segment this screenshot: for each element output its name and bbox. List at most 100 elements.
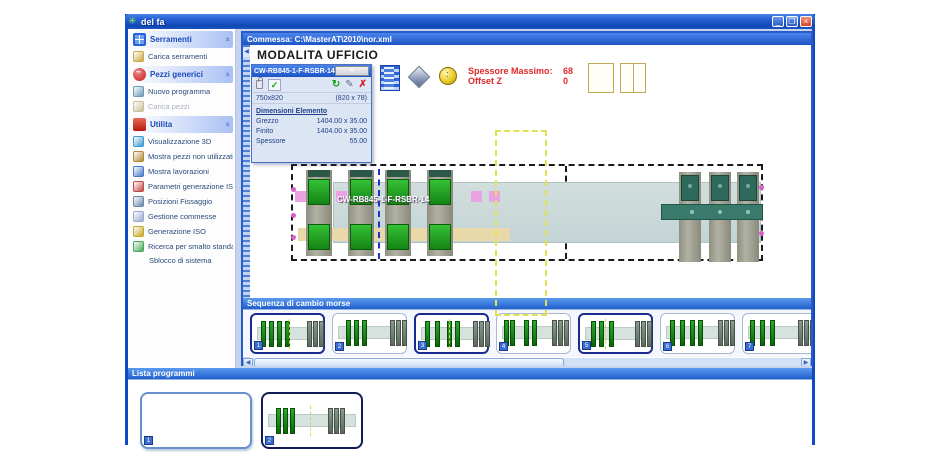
- sequence-scrollbar[interactable]: ◀ ▶: [243, 358, 811, 366]
- sphere-icon[interactable]: [439, 67, 457, 85]
- clamp-column[interactable]: [306, 170, 332, 256]
- element-dialog: CW-RB845-1-F-RSBR-14 × ✓ ↻ ✎ ✗ 750x820: [251, 64, 372, 163]
- document-window: Commessa: C:\MasterAT\2010\nor.xml ◀ MOD…: [241, 31, 813, 366]
- mini-workpiece-preview: [583, 319, 652, 349]
- view-3d-diamond-icon[interactable]: [407, 65, 431, 89]
- sequence-thumbnail-1[interactable]: 1: [250, 313, 325, 354]
- reference-dot: [291, 187, 296, 192]
- sequence-thumbnail-7[interactable]: 7: [742, 313, 811, 354]
- program-card-2[interactable]: 2: [261, 392, 363, 449]
- mini-workpiece-preview: [419, 319, 490, 349]
- orders-icon: [133, 211, 144, 222]
- sidebar-item-label: Gestione commesse: [148, 212, 217, 221]
- restore-button[interactable]: ❐: [786, 16, 798, 27]
- dialog-close-icon[interactable]: ×: [334, 66, 369, 76]
- sequence-thumbnail-4[interactable]: 4: [496, 313, 571, 354]
- mini-workpiece-preview: [746, 318, 811, 348]
- sidebar-item-label: Mostra pezzi non utilizzati: [148, 152, 233, 161]
- sidebar-item-ricerca-per-smalto-standard[interactable]: Ricerca per smalto standard: [128, 239, 235, 254]
- scroll-right-icon[interactable]: ▶: [801, 358, 811, 366]
- close-button[interactable]: ×: [800, 16, 812, 27]
- collapse-arrow-icon[interactable]: ◀: [243, 47, 250, 57]
- scroll-left-icon[interactable]: ◀: [243, 358, 253, 366]
- mini-workpiece-preview: [266, 406, 358, 436]
- document-content: ◀ MODALITA UFFICIO Spessore Massimo: 68 O…: [243, 45, 811, 366]
- sidebar-group-utilita[interactable]: Utilita «: [130, 116, 233, 133]
- offset-z-label: Offset Z: [468, 76, 503, 86]
- iso-parameters-icon: [133, 181, 144, 192]
- spessore-label: Spessore: [256, 137, 286, 145]
- element-dialog-title: CW-RB845-1-F-RSBR-14: [254, 67, 335, 75]
- double-piece-view-button[interactable]: [620, 63, 646, 93]
- sidebar-item-label: Nuovo programma: [148, 87, 211, 96]
- sidebar-group-label: Utilita: [150, 120, 173, 129]
- machinings-icon: [133, 166, 144, 177]
- confirm-check-icon[interactable]: ✓: [268, 78, 281, 91]
- grezzo-label: Grezzo: [256, 117, 279, 125]
- sidebar-item-nuovo-programma[interactable]: Nuovo programma: [128, 84, 235, 99]
- splitter-handle[interactable]: ◀: [243, 45, 250, 366]
- sidebar-group-pezzi-generici[interactable]: Pezzi generici «: [130, 66, 233, 83]
- clamp-sequence-icon[interactable]: [380, 65, 400, 91]
- iso-generation-icon: [133, 226, 144, 237]
- sidebar-item-label: Carica serramenti: [148, 52, 208, 61]
- connector-block: [471, 191, 482, 202]
- delete-icon[interactable]: ✗: [358, 78, 367, 90]
- scrollbar-thumb[interactable]: [254, 358, 564, 366]
- sequence-thumbnail-5[interactable]: 5: [578, 313, 653, 354]
- app-titlebar[interactable]: ✳ del fa _ ❐ ×: [125, 14, 815, 29]
- program-list-header: Lista programmi: [128, 368, 812, 379]
- refresh-icon[interactable]: ↻: [331, 78, 341, 90]
- sidebar-item-posizioni-fissaggio[interactable]: Posizioni Fissaggio: [128, 194, 235, 209]
- aggregate-zone-outline: [495, 130, 547, 316]
- thumbnail-badge: 7: [745, 342, 754, 351]
- thumbnail-badge: 6: [663, 342, 672, 351]
- sidebar-group-label: Serramenti: [150, 35, 192, 44]
- sidebar-item-mostra-pezzi-non-utilizzati[interactable]: Mostra pezzi non utilizzati: [128, 149, 235, 164]
- single-piece-view-button[interactable]: [588, 63, 614, 93]
- chevron-collapse-icon[interactable]: «: [223, 37, 233, 42]
- mini-workpiece-preview: [336, 318, 407, 348]
- spessore-massimo-value: 68: [563, 66, 574, 76]
- size-left: 750x820: [256, 95, 283, 102]
- new-program-icon: [133, 86, 144, 97]
- chevron-collapse-icon[interactable]: «: [223, 72, 233, 77]
- lock-icon[interactable]: [256, 77, 263, 89]
- chevron-collapse-icon[interactable]: «: [223, 122, 233, 127]
- clamp-column[interactable]: [385, 170, 411, 256]
- sidebar-item-carica-pezzi[interactable]: Carica pezzi: [128, 99, 235, 114]
- right-clamp-cap: [681, 175, 699, 201]
- edit-tool-icon[interactable]: ✎: [345, 78, 354, 90]
- sidebar-group-serramenti[interactable]: Serramenti «: [130, 31, 233, 48]
- sidebar-item-sblocco-di-sistema[interactable]: Sblocco di sistema: [128, 254, 235, 267]
- clamp-column[interactable]: [348, 170, 374, 256]
- sidebar-item-generazione-iso[interactable]: Generazione ISO: [128, 224, 235, 239]
- sidebar-item-parametri-generazione-iso[interactable]: Parametri generazione ISO: [128, 179, 235, 194]
- sidebar-item-visualizzazione-3d[interactable]: Visualizzazione 3D: [128, 134, 235, 149]
- sequence-thumbnail-2[interactable]: 2: [332, 313, 407, 354]
- thumbnail-badge: 3: [418, 341, 427, 350]
- sidebar-item-label: Posizioni Fissaggio: [148, 197, 213, 206]
- sidebar-item-mostra-lavorazioni[interactable]: Mostra lavorazioni: [128, 164, 235, 179]
- spessore-value: 55.00: [349, 137, 367, 145]
- sequence-thumbnail-3[interactable]: 3: [414, 313, 490, 354]
- sidebar-item-label: Generazione ISO: [148, 227, 206, 236]
- unused-pieces-icon: [133, 151, 144, 162]
- section-marker-line: [378, 169, 380, 259]
- clamp-column[interactable]: [427, 170, 453, 256]
- generic-pieces-icon: [133, 67, 146, 81]
- utilities-icon: [133, 118, 146, 131]
- document-titlebar[interactable]: Commessa: C:\MasterAT\2010\nor.xml: [243, 33, 811, 45]
- sidebar-item-label: Ricerca per smalto standard: [148, 242, 233, 251]
- element-dialog-titlebar[interactable]: CW-RB845-1-F-RSBR-14 ×: [252, 65, 371, 77]
- size-right: (820 x 78): [335, 95, 367, 102]
- dimensions-section-title: Dimensioni Elemento: [256, 108, 328, 115]
- app-logo-icon: ✳: [128, 15, 137, 27]
- sidebar-item-gestione-commesse[interactable]: Gestione commesse: [128, 209, 235, 224]
- program-card-1[interactable]: 1: [140, 392, 252, 449]
- sequence-thumbnail-6[interactable]: 6: [660, 313, 735, 354]
- sidebar-item-carica-serramenti[interactable]: Carica serramenti: [128, 49, 235, 64]
- minimize-button[interactable]: _: [772, 16, 784, 27]
- sequence-header: Sequenza di cambio morse: [243, 298, 811, 309]
